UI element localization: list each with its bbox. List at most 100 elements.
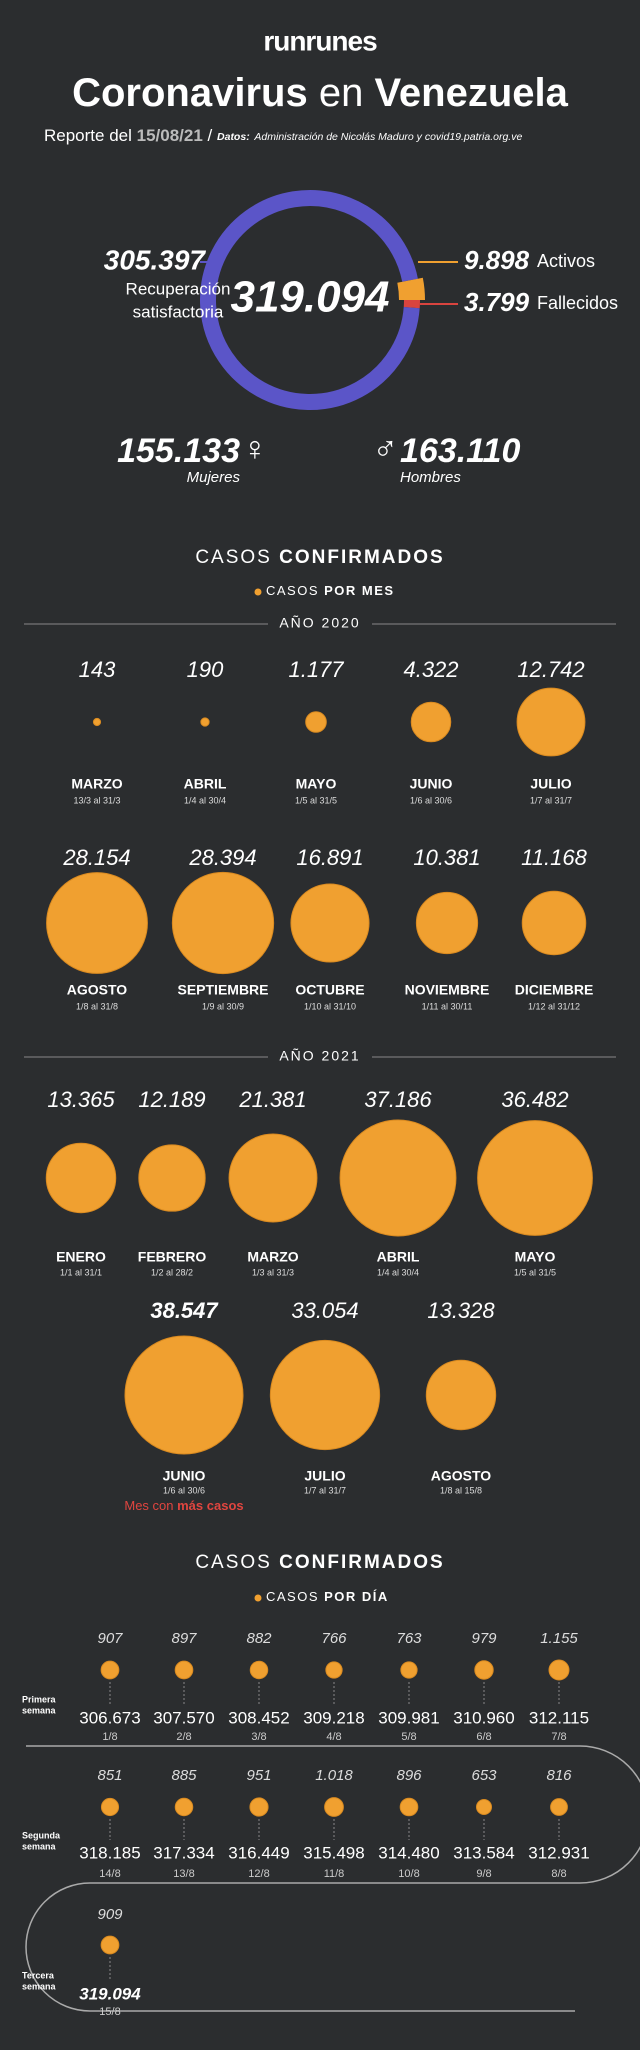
recovered-text: Recuperación (126, 279, 231, 298)
month-circle (269, 1339, 381, 1451)
day-date: 6/8 (476, 1731, 491, 1743)
week-label: Segunda (22, 1830, 61, 1840)
month-value: 4.322 (403, 657, 458, 682)
day-date: 10/8 (398, 1868, 419, 1880)
month-range: 1/8 al 15/8 (440, 1485, 482, 1495)
subheading: CASOS POR MES (266, 583, 395, 598)
subheading-part: POR DÍA (324, 1589, 389, 1604)
recovered-text: satisfactoria (133, 302, 224, 321)
cumulative: 318.185 (79, 1843, 140, 1862)
day-circle (399, 1797, 419, 1817)
month-name: AGOSTO (431, 1468, 492, 1484)
month-value: 12.742 (517, 657, 584, 682)
subheading: CASOS POR DÍA (266, 1589, 389, 1604)
month-value: 16.891 (296, 845, 363, 870)
day-date: 2/8 (176, 1731, 191, 1743)
day-value: 951 (246, 1767, 271, 1784)
month-circle (516, 687, 586, 757)
month-name: MARZO (247, 1249, 298, 1265)
men-symbol: ♂ (373, 430, 399, 468)
week-label: Primera (22, 1694, 57, 1704)
separator: / (208, 126, 213, 145)
active-value: 9.898 (464, 245, 530, 275)
title-part: Venezuela (374, 71, 568, 115)
subheading-part: POR MES (324, 583, 394, 598)
month-circle (45, 1142, 117, 1214)
month-range: 1/5 al 31/5 (295, 795, 337, 805)
month-circle (124, 1335, 244, 1455)
day-circle (100, 1660, 120, 1680)
month-range: 1/10 al 31/10 (304, 1001, 356, 1011)
note-part: Mes con (124, 1498, 173, 1513)
heading-part: CONFIRMADOS (279, 547, 445, 568)
report-date: 15/08/21 (137, 126, 203, 145)
bullet (254, 588, 262, 596)
month-circle (138, 1144, 206, 1212)
cumulative: 312.115 (529, 1708, 589, 1727)
report-line: Reporte del 15/08/21 / Datos: Administra… (44, 126, 522, 145)
month-name: JUNIO (163, 1468, 206, 1484)
month-name: JULIO (530, 776, 571, 792)
title-part: en (319, 71, 364, 115)
day-circle (249, 1660, 269, 1680)
section-heading: CASOS CONFIRMADOS (195, 1552, 444, 1573)
month-name: JUNIO (410, 776, 453, 792)
cumulative: 317.334 (153, 1843, 214, 1862)
day-circle (548, 1659, 570, 1681)
women-text: Mujeres (187, 469, 241, 486)
day-date: 7/8 (551, 1731, 566, 1743)
month-range: 1/5 al 31/5 (514, 1267, 556, 1277)
men-text: Hombres (400, 469, 461, 486)
month-range: 1/2 al 28/2 (151, 1267, 193, 1277)
month-circle (410, 701, 452, 743)
week-label: semana (22, 1705, 57, 1715)
day-value: 907 (97, 1630, 123, 1647)
month-circle (339, 1119, 457, 1237)
month-value: 10.381 (413, 845, 480, 870)
cumulative: 312.931 (528, 1843, 589, 1862)
month-name: ENERO (56, 1249, 106, 1265)
cumulative: 313.584 (453, 1843, 514, 1862)
week-label: Tercera (22, 1970, 55, 1980)
month-range: 1/6 al 30/6 (410, 795, 452, 805)
day-date: 4/8 (326, 1731, 341, 1743)
month-circle (305, 711, 327, 733)
day-value: 885 (171, 1767, 197, 1784)
month-name: ABRIL (377, 1249, 420, 1265)
month-range: 1/7 al 31/7 (304, 1485, 346, 1495)
cumulative: 308.452 (228, 1708, 289, 1727)
day-value: 1.018 (315, 1767, 353, 1784)
report-label: Reporte del (44, 126, 132, 145)
day-value: 897 (171, 1630, 197, 1647)
month-name: NOVIEMBRE (405, 982, 490, 998)
day-circle (550, 1798, 568, 1816)
source-label: Datos: (217, 131, 250, 143)
day-circle (249, 1797, 269, 1817)
month-value: 12.189 (138, 1087, 205, 1112)
source: Administración de Nicolás Maduro y covid… (253, 131, 522, 143)
day-circle (324, 1797, 344, 1817)
month-name: ABRIL (184, 776, 227, 792)
month-value: 28.154 (62, 845, 130, 870)
week-track (25, 1745, 640, 2012)
day-date: 5/8 (401, 1731, 416, 1743)
day-circle (475, 1798, 493, 1816)
month-range: 1/3 al 31/3 (252, 1267, 294, 1277)
month-value: 11.168 (521, 845, 587, 870)
month-range: 1/7 al 31/7 (530, 795, 572, 805)
day-date: 13/8 (173, 1868, 194, 1880)
deceased-value: 3.799 (464, 287, 530, 317)
day-value: 909 (97, 1906, 123, 1923)
subheading-part: CASOS (266, 1589, 319, 1604)
month-value: 13.328 (427, 1298, 495, 1323)
note-part: más casos (177, 1498, 244, 1513)
heading-part: CASOS (195, 1552, 272, 1573)
month-name: FEBRERO (138, 1249, 207, 1265)
month-range: 1/6 al 30/6 (163, 1485, 205, 1495)
heading-part: CONFIRMADOS (279, 1552, 445, 1573)
month-circle (46, 872, 148, 974)
cumulative: 309.218 (303, 1708, 364, 1727)
month-value: 13.365 (47, 1087, 115, 1112)
recovered-arc (200, 190, 420, 410)
month-name: AGOSTO (67, 982, 128, 998)
